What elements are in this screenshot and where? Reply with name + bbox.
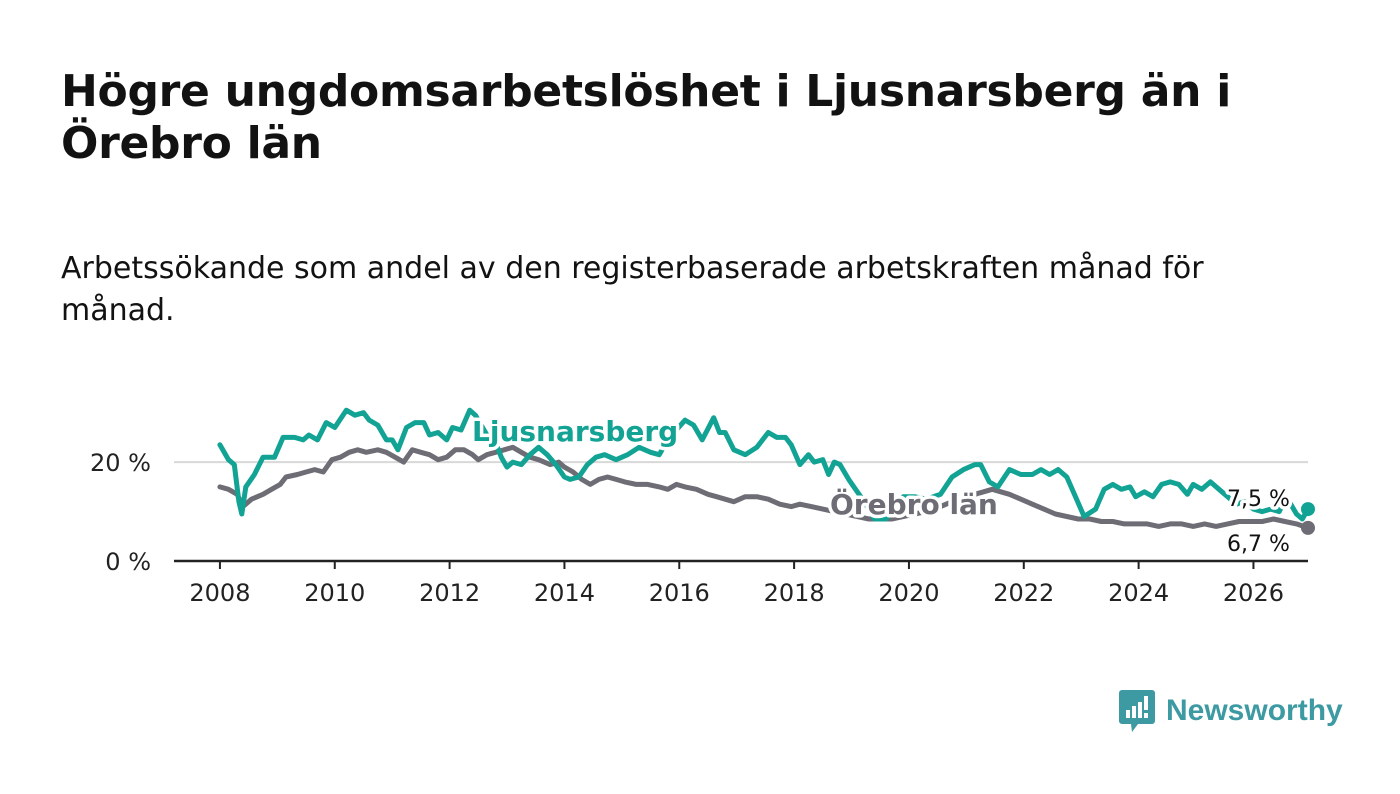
orebro-series-label: Örebro län xyxy=(830,487,998,521)
y-tick-label: 20 % xyxy=(90,449,151,477)
x-tick-label: 2020 xyxy=(878,579,939,607)
orebro-line xyxy=(217,444,1311,531)
newsworthy-logo-icon xyxy=(1119,690,1155,732)
x-tick-label: 2026 xyxy=(1223,579,1284,607)
axis-layer: 0 % 20 % 2008 2010 2012 2014 2016 2018 2020 2022 2… xyxy=(90,449,1308,607)
brand-name: Newsworthy xyxy=(1166,694,1343,727)
line-chart: 0 % 20 % 2008 2010 2012 2014 2016 2018 2020 2022 2… xyxy=(90,407,1315,607)
ljusnarsberg-line xyxy=(217,407,1311,522)
x-tick-label: 2024 xyxy=(1108,579,1169,607)
x-tick-label: 2022 xyxy=(993,579,1054,607)
x-tick-label: 2010 xyxy=(304,579,365,607)
ljusnarsberg-end-value-label: 7,5 % xyxy=(1227,487,1290,512)
label-layer: Ljusnarsberg Örebro län 7,5 % 6,7 % xyxy=(469,412,1294,561)
chart-subtitle: Arbetssökande som andel av den registerb… xyxy=(61,251,1204,328)
y-tick-label: 0 % xyxy=(105,548,151,576)
series-layer xyxy=(217,407,1315,535)
x-tick-label: 2008 xyxy=(189,579,250,607)
orebro-end-dot xyxy=(1301,520,1315,535)
x-tick-label: 2014 xyxy=(534,579,595,607)
x-tick-label: 2016 xyxy=(649,579,710,607)
ljusnarsberg-series-label: Ljusnarsberg xyxy=(472,415,678,448)
x-tick-label: 2012 xyxy=(419,579,480,607)
chart-title: Högre ungdomsarbetslöshet i Ljusnarsberg… xyxy=(61,66,1231,169)
ljusnarsberg-end-dot xyxy=(1301,502,1315,517)
newsworthy-brand: Newsworthy xyxy=(1118,688,1343,734)
x-tick-label: 2018 xyxy=(764,579,825,607)
orebro-end-value-label: 6,7 % xyxy=(1227,532,1290,557)
